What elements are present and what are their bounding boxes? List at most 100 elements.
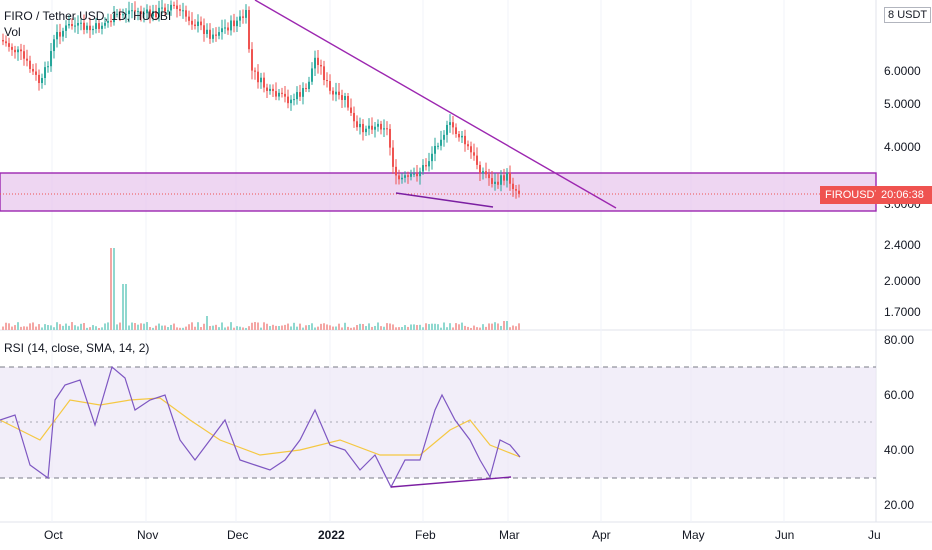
currency-unit-selector[interactable]: 8 USDT [884, 7, 932, 23]
candle-body [365, 128, 367, 133]
volume-bar [371, 326, 373, 330]
volume-bar [347, 326, 349, 330]
candle-body [353, 112, 355, 122]
volume-bar [176, 327, 178, 330]
price-tick: 6.0000 [884, 64, 921, 78]
candle-body [371, 125, 373, 130]
volume-bar [218, 327, 220, 330]
volume-bar [32, 322, 34, 330]
price-tick: 4.0000 [884, 140, 921, 154]
candle-body [230, 20, 232, 31]
volume-bar [299, 323, 301, 330]
candle-body [38, 74, 40, 84]
volume-bar [254, 322, 256, 330]
volume-bar [257, 322, 259, 330]
volume-bar [398, 327, 400, 330]
volume-bar [491, 323, 493, 330]
candle-body [173, 4, 175, 6]
volume-tick: 2.4000 [884, 238, 921, 252]
volume-label: Vol [4, 25, 21, 39]
candle-body [191, 20, 193, 25]
volume-bar [194, 326, 196, 330]
candle-body [212, 34, 214, 39]
volume-bar [335, 326, 337, 330]
volume-bar [56, 322, 58, 330]
candle-body [398, 175, 400, 180]
volume-bar [464, 325, 466, 330]
volume-bar [518, 323, 520, 330]
volume-bar [452, 327, 454, 330]
candle-body [314, 57, 316, 69]
candle-body [44, 67, 46, 79]
candle-body [203, 25, 205, 34]
candle-body [509, 172, 511, 184]
candle-body [329, 81, 331, 91]
volume-bar [122, 284, 124, 330]
volume-bar [413, 324, 415, 330]
candle-body [68, 24, 70, 26]
candle-body [488, 174, 490, 179]
volume-bar [506, 321, 508, 330]
volume-bar [392, 324, 394, 330]
rsi-divergence-line[interactable] [390, 476, 512, 488]
volume-bar [107, 322, 109, 330]
price-divergence-line[interactable] [395, 192, 494, 208]
volume-bar [158, 323, 160, 330]
volume-bar [317, 326, 319, 330]
rsi-tick: 80.00 [884, 333, 915, 347]
candle-body [125, 14, 127, 16]
candle-body [359, 123, 361, 128]
candle-body [362, 123, 364, 133]
volume-bar [155, 325, 157, 330]
candle-body [26, 58, 28, 61]
volume-bar [128, 325, 130, 330]
support-zone-rectangle[interactable] [0, 172, 877, 212]
volume-bar [284, 324, 286, 330]
volume-bar [311, 323, 313, 330]
candle-body [134, 10, 136, 12]
volume-bars [2, 248, 520, 330]
candle-body [296, 92, 298, 100]
volume-bar [515, 326, 517, 330]
candle-body [233, 20, 235, 27]
candle-body [179, 9, 181, 11]
volume-bar [95, 326, 97, 330]
volume-bar [389, 323, 391, 330]
candle-body [284, 93, 286, 97]
volume-bar [35, 326, 37, 330]
volume-bar [182, 327, 184, 330]
volume-bar [272, 324, 274, 330]
volume-bar [173, 323, 175, 330]
rsi-tick: 40.00 [884, 443, 915, 457]
candle-body [461, 135, 463, 138]
volume-bar [227, 326, 229, 330]
volume-bar [62, 325, 64, 330]
candle-body [443, 134, 445, 140]
candle-body [239, 16, 241, 21]
candle-body [110, 21, 112, 23]
candle-body [161, 7, 163, 9]
candle-body [512, 183, 514, 190]
bar-countdown-tag: 20:06:38 [876, 186, 932, 204]
rsi-tick: 20.00 [884, 498, 915, 512]
volume-bar [407, 326, 409, 330]
candle-body [308, 81, 310, 89]
volume-bar [281, 325, 283, 330]
candle-body [245, 10, 247, 18]
volume-bar [260, 327, 262, 330]
volume-bar [83, 323, 85, 330]
candle-body [425, 165, 427, 167]
candle-body [116, 13, 118, 15]
candle-body [338, 91, 340, 96]
candle-body [272, 88, 274, 92]
candle-body [182, 10, 184, 12]
volume-bar [488, 323, 490, 330]
volume-bar [44, 324, 46, 330]
time-label: Mar [499, 528, 520, 542]
volume-bar [404, 325, 406, 330]
candle-body [326, 80, 328, 82]
descending-trendline[interactable] [254, 0, 617, 209]
time-label: Ju [868, 528, 881, 542]
candle-body [152, 11, 154, 17]
